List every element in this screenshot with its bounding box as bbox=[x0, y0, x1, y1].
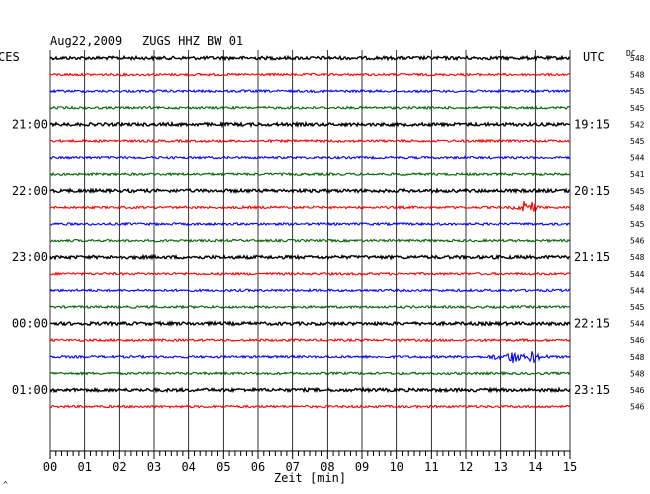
x-tick-label: 12 bbox=[459, 460, 473, 474]
left-time-label: 22:00 bbox=[12, 184, 48, 198]
trace-green bbox=[49, 370, 571, 377]
trace-blue bbox=[49, 351, 571, 364]
right-time-label: 21:15 bbox=[574, 250, 610, 264]
x-tick-label: 03 bbox=[147, 460, 161, 474]
left-time-label: 00:00 bbox=[12, 317, 48, 331]
left-time-label: 01:00 bbox=[12, 383, 48, 397]
right-time-labels: 19:15 20:15 21:15 22:15 23:15 bbox=[574, 117, 610, 397]
x-tick-label: 09 bbox=[355, 460, 369, 474]
x-tick-label: 02 bbox=[112, 460, 126, 474]
dc-value: 545 bbox=[630, 187, 645, 196]
trace-red bbox=[49, 138, 570, 144]
dc-value: 545 bbox=[630, 137, 645, 146]
dc-value: 548 bbox=[630, 369, 645, 378]
trace-green bbox=[49, 238, 571, 244]
trace-red bbox=[49, 404, 571, 409]
dc-value: 541 bbox=[630, 170, 645, 179]
corner-mark: ^ bbox=[3, 480, 8, 489]
dc-value: 546 bbox=[630, 237, 645, 246]
dc-header-label: DC bbox=[626, 49, 636, 58]
trace-blue bbox=[49, 221, 570, 227]
trace-black bbox=[49, 120, 571, 129]
dc-value: 545 bbox=[630, 104, 645, 113]
x-tick-label: 00 bbox=[43, 460, 57, 474]
left-time-label: 21:00 bbox=[12, 117, 48, 131]
left-timezone-label: CES bbox=[0, 50, 20, 64]
dc-value: 548 bbox=[630, 353, 645, 362]
trace-green bbox=[49, 105, 571, 111]
x-tick-label: 05 bbox=[216, 460, 230, 474]
grid-lines bbox=[49, 50, 571, 451]
dc-value: 545 bbox=[630, 303, 645, 312]
trace-green bbox=[49, 171, 571, 177]
dc-value: 542 bbox=[630, 120, 645, 129]
dc-value: 546 bbox=[630, 336, 645, 345]
trace-blue bbox=[49, 155, 571, 160]
trace-group bbox=[49, 54, 571, 409]
left-time-label: 23:00 bbox=[12, 250, 48, 264]
right-time-label: 22:15 bbox=[574, 317, 610, 331]
trace-black bbox=[49, 386, 571, 394]
x-tick-label: 13 bbox=[493, 460, 507, 474]
trace-black bbox=[49, 320, 571, 328]
x-tick-label: 10 bbox=[389, 460, 403, 474]
dc-value: 545 bbox=[630, 220, 645, 229]
dc-value: 544 bbox=[630, 154, 645, 163]
dc-value: 548 bbox=[630, 71, 645, 80]
dc-value: 548 bbox=[630, 203, 645, 212]
date-label: Aug22,2009 bbox=[50, 34, 122, 48]
right-time-label: 20:15 bbox=[574, 184, 610, 198]
left-time-labels: 21:00 22:00 23:00 00:00 01:00 bbox=[12, 117, 48, 397]
dc-value: 544 bbox=[630, 270, 645, 279]
plot-area bbox=[50, 50, 570, 451]
trace-black bbox=[49, 54, 571, 62]
x-tick-label: 08 bbox=[320, 460, 334, 474]
trace-red bbox=[49, 337, 571, 343]
trace-red bbox=[49, 271, 571, 277]
trace-black bbox=[49, 187, 571, 195]
x-tick-label: 07 bbox=[285, 460, 299, 474]
trace-red bbox=[49, 72, 571, 77]
right-time-label: 19:15 bbox=[574, 117, 610, 131]
x-tick-label: 15 bbox=[563, 460, 577, 474]
dc-value: 544 bbox=[630, 320, 645, 329]
x-tick-label: 14 bbox=[528, 460, 542, 474]
trace-red bbox=[49, 201, 571, 213]
x-axis: 00 01 02 03 04 05 06 07 08 09 10 11 12 13 14 15 bbox=[43, 450, 577, 474]
dc-value-labels: 548 548 545 545 542 545 544 541 545 548 545 546 548 5… bbox=[630, 54, 645, 412]
x-tick-label: 04 bbox=[181, 460, 195, 474]
dc-value: 546 bbox=[630, 403, 645, 412]
trace-blue bbox=[49, 287, 571, 293]
x-axis-title: Zeit [min] bbox=[274, 471, 346, 485]
trace-green bbox=[49, 304, 571, 310]
trace-blue bbox=[49, 88, 571, 94]
dc-value: 545 bbox=[630, 87, 645, 96]
trace-black bbox=[49, 253, 570, 261]
right-time-label: 23:15 bbox=[574, 383, 610, 397]
dc-value: 544 bbox=[630, 286, 645, 295]
dc-value: 548 bbox=[630, 54, 645, 63]
x-tick-label: 11 bbox=[424, 460, 438, 474]
x-tick-label: 06 bbox=[251, 460, 265, 474]
x-tick-label: 01 bbox=[77, 460, 91, 474]
dc-value: 548 bbox=[630, 253, 645, 262]
dc-value: 546 bbox=[630, 386, 645, 395]
right-timezone-label: UTC bbox=[583, 50, 605, 64]
station-label: ZUGS HHZ BW 01 bbox=[142, 34, 243, 48]
